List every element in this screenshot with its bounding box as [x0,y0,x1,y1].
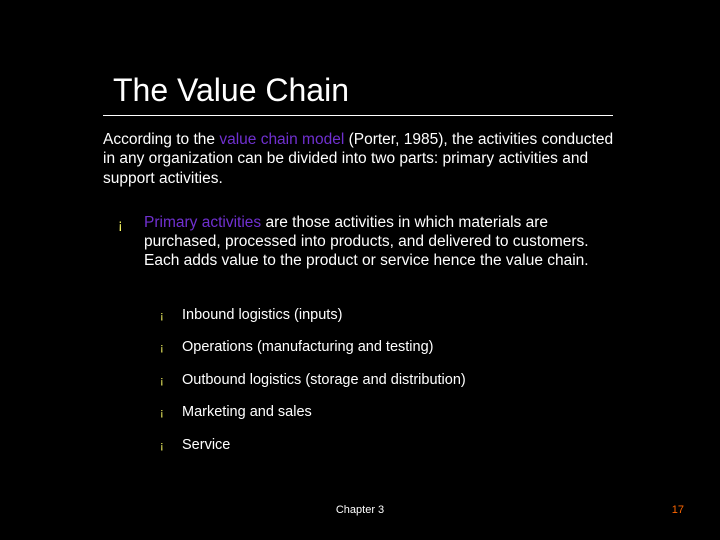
title-underline [103,115,613,116]
bullet-icon: ¡ [160,306,182,324]
list-item: ¡ Inbound logistics (inputs) [160,306,620,324]
bullet-icon: ¡ [160,403,182,421]
bullet-icon: ¡ [160,436,182,454]
intro-paragraph: According to the value chain model (Port… [103,130,623,188]
bullet-icon: ¡ [160,371,182,389]
list-item: ¡ Marketing and sales [160,403,620,421]
sub-item-text: Outbound logistics (storage and distribu… [182,371,620,389]
list-item: ¡ Primary activities are those activitie… [118,214,618,271]
sub-item-text: Inbound logistics (inputs) [182,306,620,324]
intro-pre: According to the [103,131,219,148]
sub-item-text: Service [182,436,620,454]
list-item: ¡ Outbound logistics (storage and distri… [160,371,620,389]
list-item: ¡ Service [160,436,620,454]
intro-emphasis: value chain model [219,131,344,148]
sub-list: ¡ Inbound logistics (inputs) ¡ Operation… [160,306,620,468]
primary-block: ¡ Primary activities are those activitie… [118,214,618,271]
primary-text: Primary activities are those activities … [144,214,618,271]
sub-item-text: Marketing and sales [182,403,620,421]
slide-title: The Value Chain [113,72,349,109]
primary-highlight: Primary activities [144,214,261,231]
sub-item-text: Operations (manufacturing and testing) [182,338,620,356]
bullet-icon: ¡ [160,338,182,356]
slide: The Value Chain According to the value c… [0,0,720,540]
list-item: ¡ Operations (manufacturing and testing) [160,338,620,356]
bullet-icon: ¡ [118,214,144,234]
footer-chapter: Chapter 3 [0,504,720,516]
page-number: 17 [672,504,684,516]
